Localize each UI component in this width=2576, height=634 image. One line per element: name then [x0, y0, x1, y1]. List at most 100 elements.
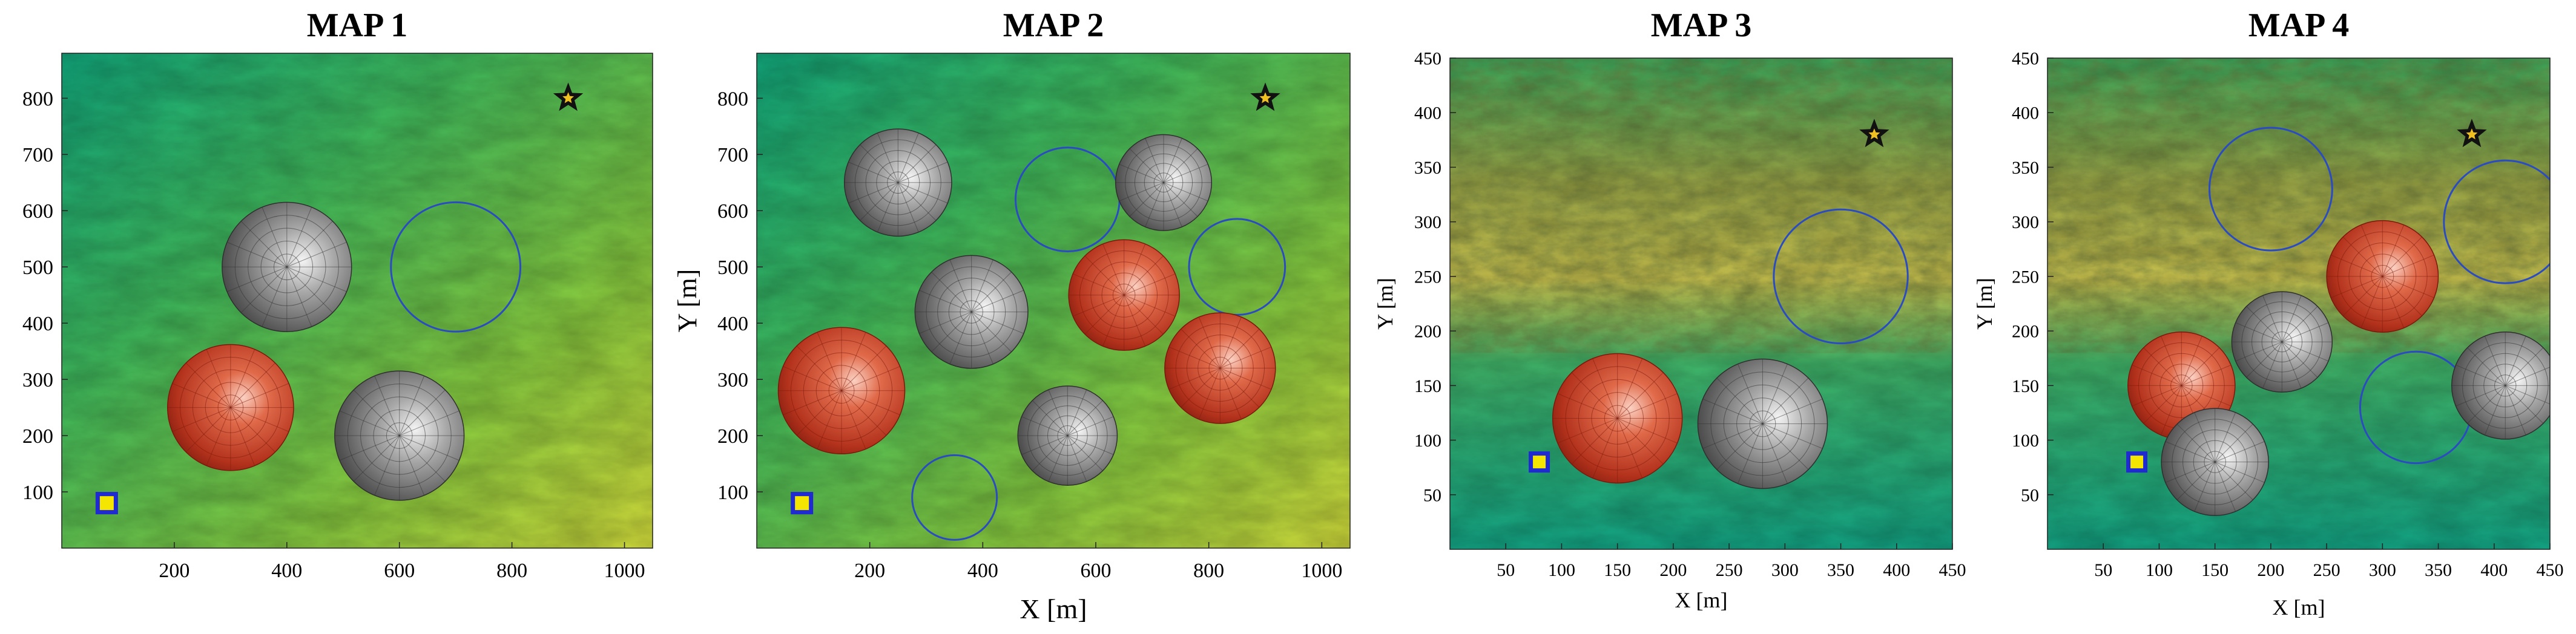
red-threat-dome: [1068, 239, 1180, 351]
red-threat-dome-meridian: [1219, 328, 1260, 368]
gray-threat-dome-meridian: [898, 162, 948, 183]
red-threat-dome-meridian: [2181, 385, 2232, 407]
gray-threat-dome-meridian: [1032, 400, 1068, 436]
gray-threat-dome-meridian: [2246, 306, 2282, 342]
red-threat-dome-meridian: [1181, 328, 1220, 368]
axes-frame: [1449, 57, 1953, 550]
gray-threat-dome-meridian: [1762, 423, 1823, 449]
gray-threat-dome-meridian: [399, 376, 425, 436]
red-threat-dome-meridian: [1198, 368, 1220, 420]
x-tick-label: 100: [2146, 560, 2173, 580]
obstacles: [2127, 126, 2550, 516]
gray-threat-dome-meridian: [226, 266, 288, 292]
gray-threat-dome-meridian: [1762, 399, 1823, 424]
gray-threat-dome-meridian: [931, 312, 972, 352]
x-tick-label: 50: [2094, 560, 2112, 580]
gray-threat-dome-meridian: [2165, 462, 2215, 483]
gray-threat-dome-meridian: [2262, 295, 2282, 342]
y-tick-label: 100: [2012, 431, 2039, 451]
start-point: [1529, 451, 1550, 473]
gray-threat-dome: [2451, 332, 2550, 440]
gray-threat-dome-meridian: [1716, 423, 1763, 470]
x-tick-label: 400: [967, 560, 998, 582]
gray-threat-dome-meridian: [399, 435, 446, 482]
terrain-map: [1450, 58, 1952, 549]
y-axis-label: Y [m]: [1373, 278, 1397, 330]
x-tick-label: 200: [1659, 560, 1687, 580]
gray-threat-dome-meridian: [2505, 385, 2526, 436]
y-tick-label: 700: [717, 144, 748, 166]
gray-threat-dome-meridian: [897, 182, 919, 232]
panel-map-1: MAP 1 200 400 600 800 1000 100 200 300 400 500 600 7…: [22, 7, 653, 582]
red-threat-dome: [2326, 220, 2439, 333]
red-threat-dome-meridian: [2143, 385, 2182, 424]
x-axis-label: X [m]: [1020, 593, 1087, 624]
gray-threat-dome-meridian: [949, 260, 972, 312]
red-threat-dome-meridian: [2160, 385, 2182, 436]
x-tick-label: 250: [2313, 560, 2340, 580]
gray-threat-dome-meridian: [286, 207, 312, 267]
red-threat-dome-meridian: [2382, 276, 2434, 298]
red-threat-dome-meridian: [2181, 364, 2232, 386]
x-axis-label: X [m]: [2273, 595, 2325, 619]
no-fly-circle: [1773, 208, 1909, 345]
red-threat-dome-meridian: [2382, 276, 2422, 316]
gray-threat-dome-meridian: [1048, 435, 1068, 482]
red-threat-dome-meridian: [1592, 358, 1618, 419]
gray-threat-dome-meridian: [1145, 138, 1164, 183]
gray-threat-dome-meridian: [1762, 377, 1809, 424]
gray-threat-dome-meridian: [1163, 182, 1208, 201]
start-point: [2126, 451, 2148, 473]
no-fly-circle: [911, 454, 998, 541]
red-threat-dome-meridian: [1198, 316, 1220, 368]
gray-threat-dome-meridian: [2505, 367, 2550, 386]
gray-threat-dome-meridian: [2505, 385, 2544, 424]
red-threat-dome-meridian: [783, 390, 842, 416]
x-tick-label: 200: [159, 560, 189, 582]
red-threat-dome-meridian: [1124, 244, 1146, 295]
no-fly-circle: [1188, 218, 1286, 316]
red-threat-dome-meridian: [1571, 418, 1618, 465]
x-tick-label: 600: [384, 560, 415, 582]
gray-threat-dome-meridian: [1716, 377, 1763, 424]
red-threat-dome-meridian: [1220, 347, 1272, 369]
gray-threat-dome-meridian: [286, 267, 312, 327]
x-tick-label: 600: [1081, 560, 1112, 582]
red-threat-dome-meridian: [1124, 273, 1176, 296]
gray-threat-dome-meridian: [2215, 412, 2236, 462]
y-tick-label: 300: [1414, 212, 1441, 232]
red-threat-dome-meridian: [230, 383, 289, 408]
gray-threat-dome: [334, 370, 465, 501]
gray-threat-dome-meridian: [971, 290, 1024, 313]
red-threat-dome-meridian: [1557, 393, 1618, 419]
red-threat-dome: [167, 344, 294, 471]
gray-threat-dome-meridian: [2235, 322, 2282, 342]
red-threat-dome-meridian: [1181, 368, 1220, 408]
y-tick-label: 150: [2012, 376, 2039, 396]
gray-threat-dome-meridian: [2281, 295, 2302, 342]
gray-threat-dome-meridian: [1048, 390, 1068, 436]
gray-threat-dome-meridian: [1702, 399, 1763, 424]
gray-threat-dome: [1017, 385, 1118, 486]
gray-threat-dome-meridian: [1021, 435, 1068, 455]
y-tick-label: 600: [717, 200, 748, 223]
gray-threat-dome-meridian: [2262, 341, 2282, 389]
goal-star-center: [2466, 128, 2478, 140]
red-threat-dome-meridian: [2342, 276, 2383, 316]
gray-threat-dome-meridian: [399, 390, 446, 436]
gray-threat-dome-meridian: [2456, 364, 2506, 386]
y-tick-label: 150: [1414, 376, 1441, 396]
gray-threat-dome-meridian: [226, 241, 288, 267]
gray-threat-dome-meridian: [931, 272, 972, 312]
panel-map-2: MAP 2 200 400 600 800 1000 100 200 300 400 500 600 7…: [673, 7, 1351, 624]
gray-threat-dome-meridian: [286, 266, 333, 313]
y-axis-label: Y [m]: [673, 269, 702, 333]
red-threat-dome-meridian: [1168, 347, 1220, 369]
gray-threat-dome-meridian: [240, 266, 288, 313]
gray-threat-dome-meridian: [399, 410, 460, 436]
red-threat-dome-meridian: [230, 407, 275, 453]
gray-threat-dome-meridian: [1163, 163, 1208, 183]
y-tick-label: 250: [1414, 267, 1441, 287]
gray-threat-dome-meridian: [2484, 385, 2506, 436]
gray-threat-dome-meridian: [1762, 423, 1809, 470]
